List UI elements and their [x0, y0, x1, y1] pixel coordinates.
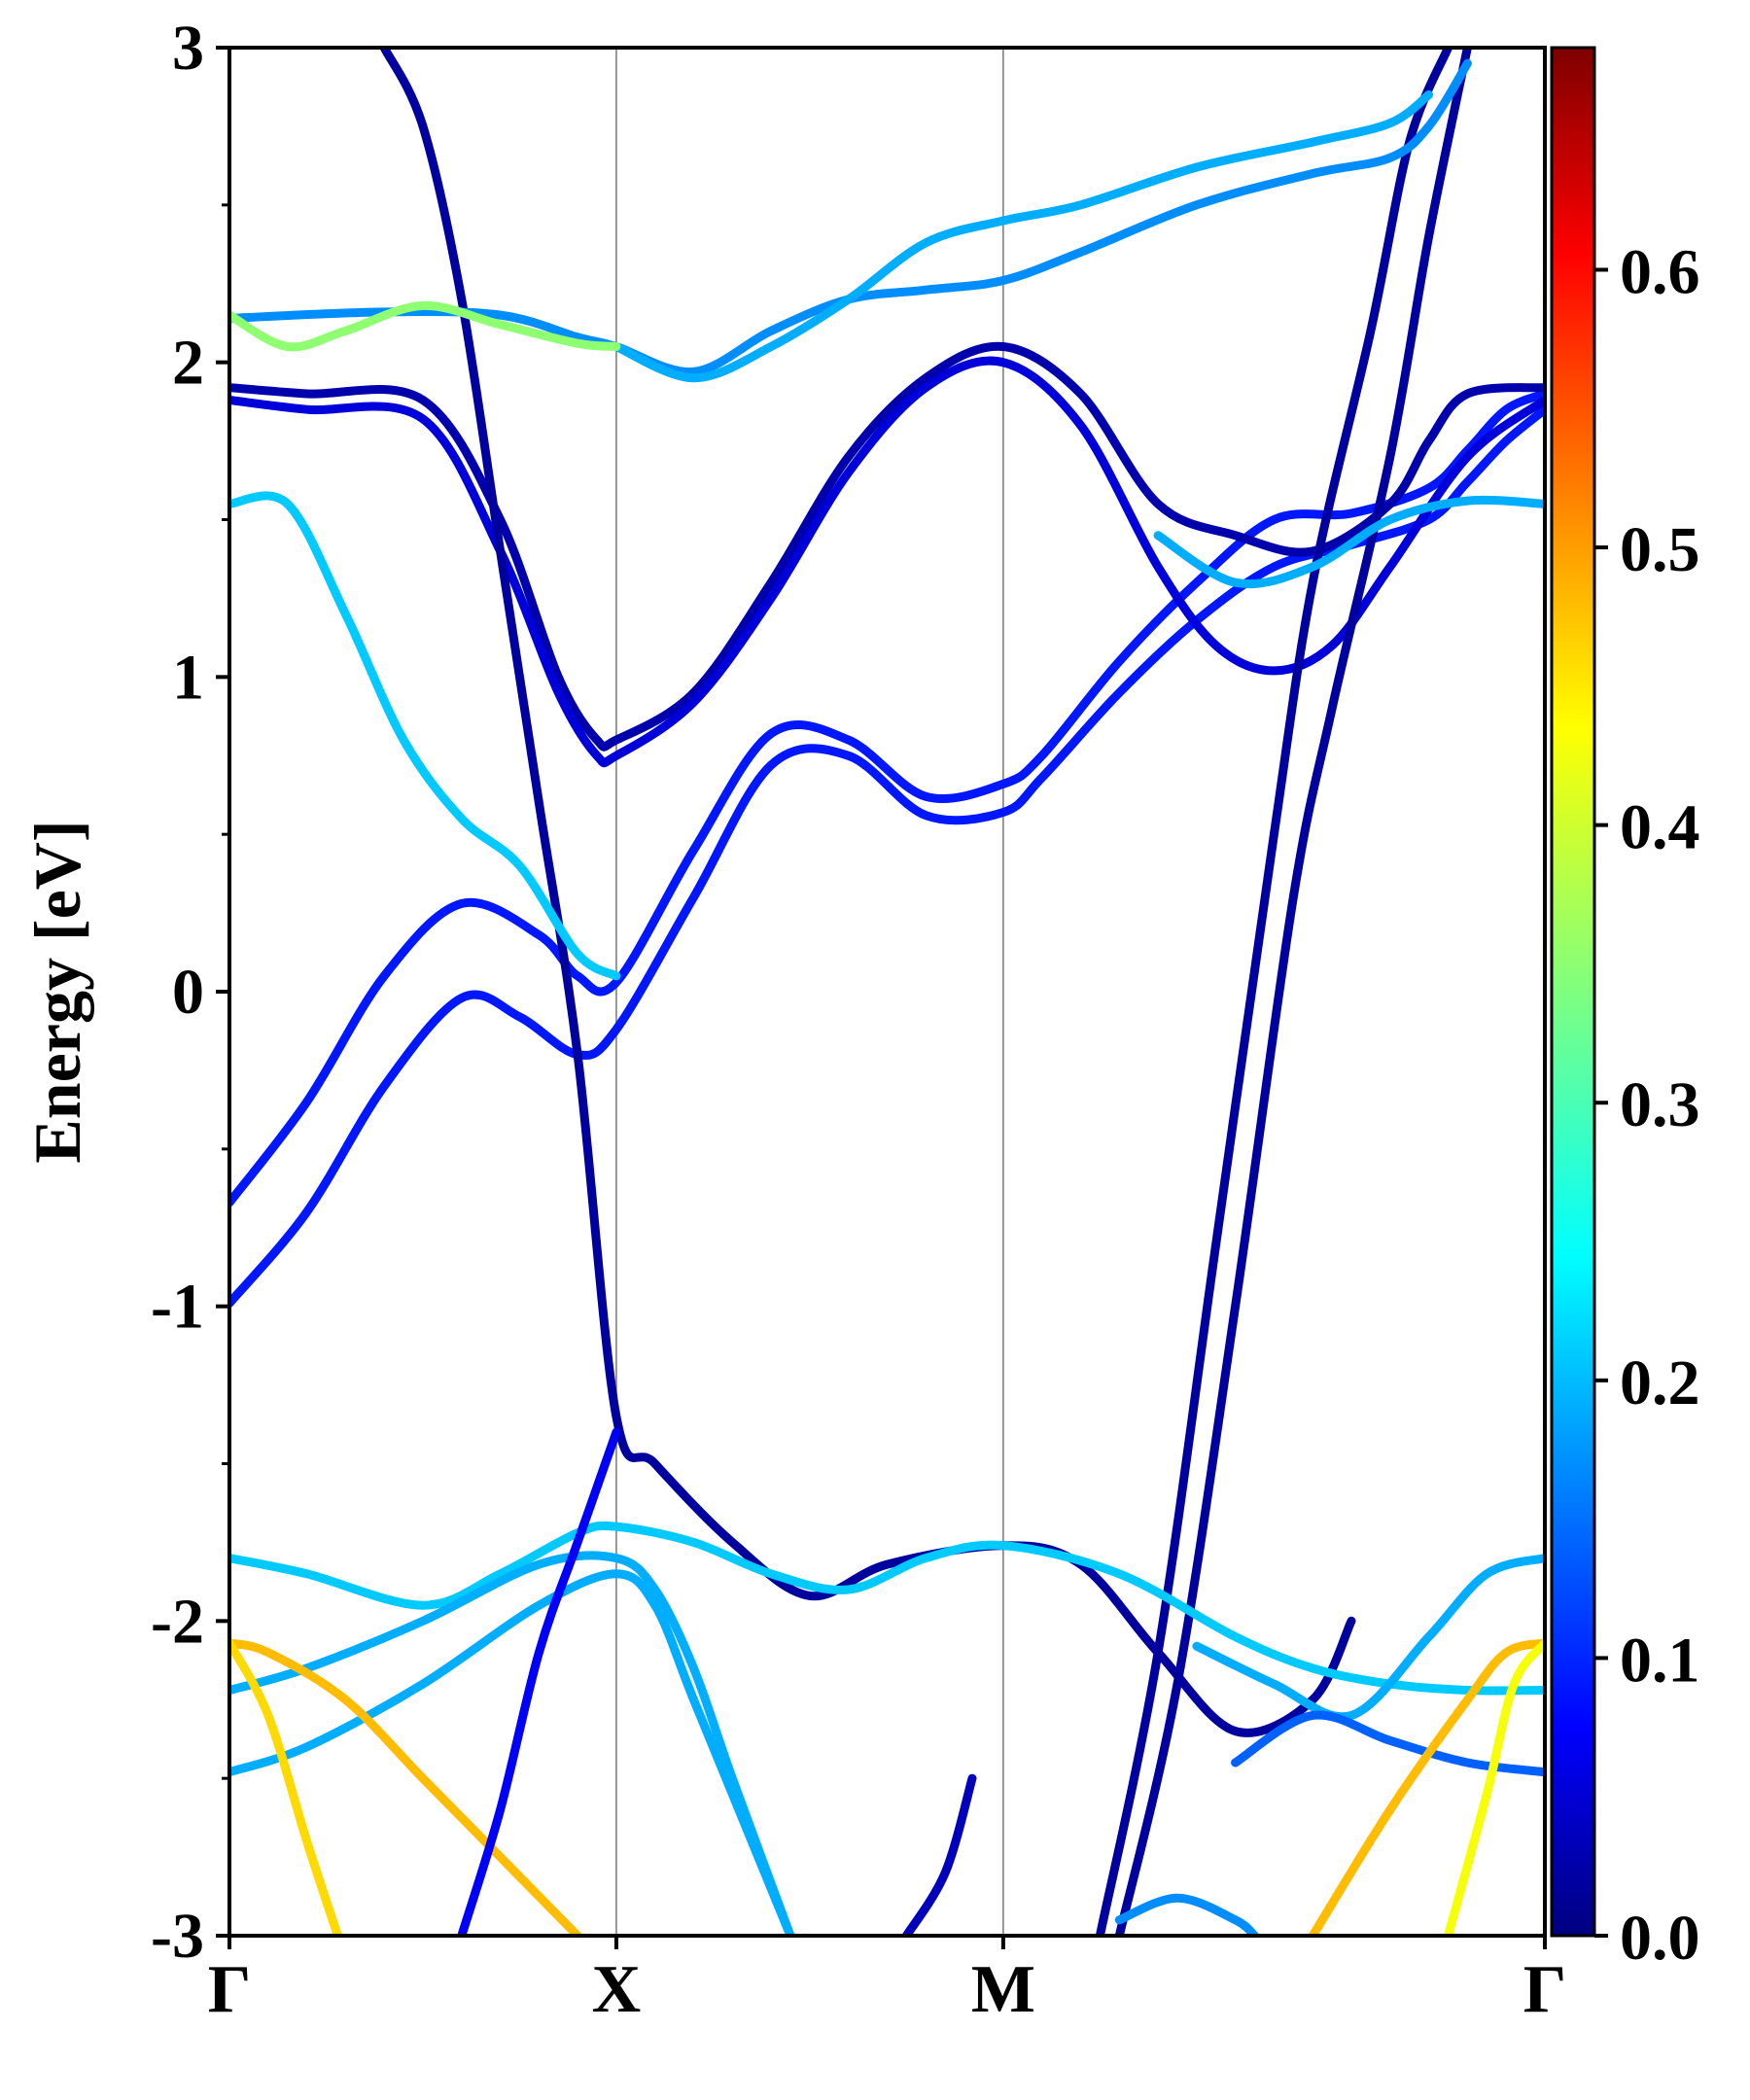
y-tick-label: -3	[151, 1901, 204, 1972]
colorbar-tick-label: 0.2	[1620, 1348, 1700, 1418]
colorbar-tick-label: 0.6	[1620, 236, 1700, 307]
plot-frame	[228, 46, 1547, 1938]
x-tick-label: X	[592, 1952, 642, 2027]
band-line	[1114, 1893, 1259, 1936]
y-axis-ticks: -3 -2 -1 0 1 2 3	[151, 13, 229, 1972]
band-line	[612, 90, 1434, 383]
y-tick-label: 0	[172, 957, 204, 1028]
band-line	[1153, 495, 1545, 589]
y-tick-label: -1	[151, 1272, 204, 1343]
y-tick-label: -2	[151, 1586, 204, 1657]
band-line	[379, 48, 1356, 1737]
band-line	[1192, 1554, 1545, 1722]
colorbar-tick-label: 0.0	[1620, 1903, 1700, 1974]
band-line	[229, 300, 621, 352]
band-line	[1231, 1710, 1545, 1777]
x-tick-label: Γ	[208, 1952, 252, 2027]
band-line	[229, 1569, 795, 1936]
band-line	[229, 491, 621, 981]
colorbar-ticks: 0.0 0.1 0.2 0.3 0.4 0.5 0.6	[1594, 236, 1700, 1974]
band-line	[229, 58, 1472, 376]
y-tick-label: 3	[172, 13, 204, 84]
x-tick-label: M	[971, 1952, 1035, 2027]
band-lines	[229, 48, 1545, 1936]
band-line	[1444, 1638, 1545, 1936]
band-line	[1308, 1638, 1545, 1936]
band-line	[901, 1773, 977, 1936]
y-tick-label: 1	[172, 642, 204, 713]
band-line	[229, 389, 1545, 1208]
x-tick-label: Γ	[1523, 1952, 1567, 2027]
colorbar-tick-label: 0.1	[1620, 1625, 1700, 1696]
colorbar-tick-label: 0.3	[1620, 1069, 1700, 1140]
y-tick-label: 2	[172, 328, 204, 399]
colorbar-tick-label: 0.4	[1620, 792, 1700, 863]
band-line	[229, 1521, 1545, 1696]
band-line	[1114, 48, 1472, 1936]
band-line	[229, 1551, 795, 1936]
band-line	[457, 1427, 621, 1936]
band-line	[229, 341, 1545, 752]
band-line	[1095, 48, 1452, 1936]
band-line	[229, 1638, 342, 1936]
y-axis-title: Energy [eV]	[20, 820, 94, 1163]
colorbar-tick-label: 0.5	[1620, 514, 1700, 585]
band-line	[229, 1638, 582, 1936]
colorbar-gradient	[1550, 46, 1596, 1938]
